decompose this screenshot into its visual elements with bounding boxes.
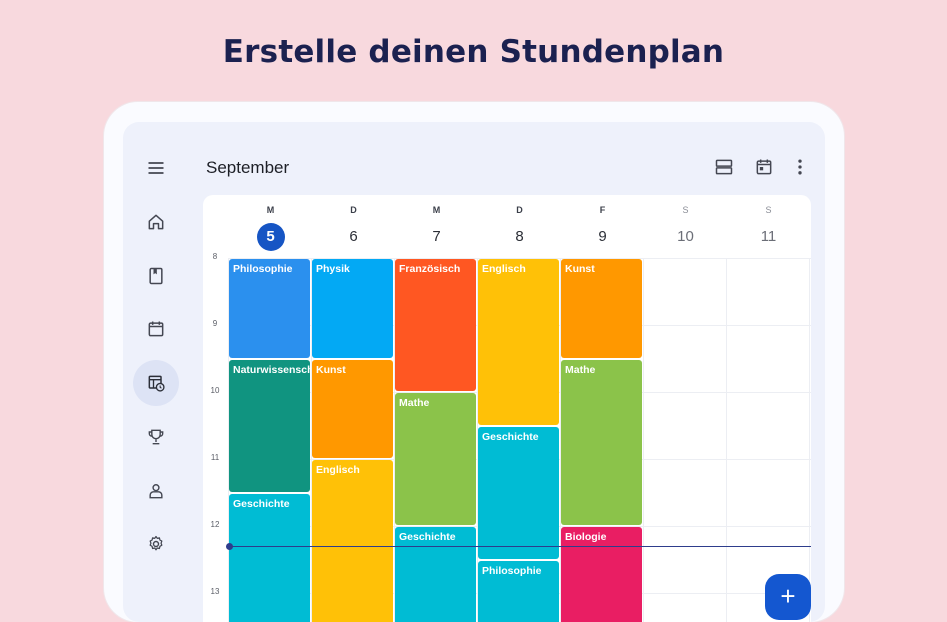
timetable-icon[interactable] xyxy=(133,360,179,406)
lesson-event[interactable]: Physik xyxy=(312,259,393,358)
lesson-event[interactable]: Philosophie xyxy=(229,259,310,358)
view-agenda-icon[interactable] xyxy=(713,156,735,178)
add-lesson-button[interactable]: + xyxy=(765,574,811,620)
hour-label: 12 xyxy=(203,520,227,529)
lesson-event[interactable]: Kunst xyxy=(312,360,393,459)
today-icon[interactable] xyxy=(753,156,775,178)
hour-label: 9 xyxy=(203,319,227,328)
day-letter: S xyxy=(727,205,810,217)
lesson-event[interactable]: Mathe xyxy=(561,360,642,526)
trophy-icon[interactable] xyxy=(133,414,179,460)
day-divider xyxy=(726,258,727,622)
settings-icon[interactable] xyxy=(133,521,179,567)
calendar-icon[interactable] xyxy=(133,306,179,352)
lesson-event[interactable]: Philosophie xyxy=(478,561,559,622)
lesson-event[interactable]: Kunst xyxy=(561,259,642,358)
lesson-event[interactable]: Geschichte xyxy=(229,494,310,622)
day-letter: M xyxy=(229,205,312,217)
lesson-event[interactable]: Biologie xyxy=(561,527,642,622)
day-header[interactable]: S 11 xyxy=(727,205,810,251)
day-divider xyxy=(643,258,644,622)
day-number: 10 xyxy=(672,223,700,251)
lesson-event[interactable]: Englisch xyxy=(312,460,393,622)
teacher-icon[interactable] xyxy=(133,468,179,514)
day-number: 7 xyxy=(423,223,451,251)
day-number: 5 xyxy=(257,223,285,251)
lesson-event[interactable]: Französisch xyxy=(395,259,476,391)
hour-label: 8 xyxy=(203,252,227,261)
day-letter: D xyxy=(478,205,561,217)
more-vert-icon[interactable] xyxy=(789,156,811,178)
lesson-event[interactable]: Geschichte xyxy=(395,527,476,622)
lesson-event[interactable]: Englisch xyxy=(478,259,559,425)
home-icon[interactable] xyxy=(133,199,179,245)
day-number: 11 xyxy=(755,223,783,251)
day-header[interactable]: S 10 xyxy=(644,205,727,251)
hour-label: 11 xyxy=(203,453,227,462)
lesson-event[interactable]: Geschichte xyxy=(478,427,559,559)
day-number: 9 xyxy=(589,223,617,251)
day-number: 6 xyxy=(340,223,368,251)
day-divider xyxy=(809,258,810,622)
hour-label: 10 xyxy=(203,386,227,395)
book-icon[interactable] xyxy=(133,253,179,299)
lesson-event[interactable]: Mathe xyxy=(395,393,476,525)
headline: Erstelle deinen Stundenplan xyxy=(0,34,947,70)
day-letter: S xyxy=(644,205,727,217)
menu-icon[interactable] xyxy=(133,145,179,191)
month-title: September xyxy=(206,158,289,178)
current-time-line xyxy=(229,546,811,547)
day-letter: F xyxy=(561,205,644,217)
lesson-event[interactable]: Naturwissenschaften xyxy=(229,360,310,492)
current-time-dot xyxy=(226,543,233,550)
day-number: 8 xyxy=(506,223,534,251)
day-letter: M xyxy=(395,205,478,217)
day-letter: D xyxy=(312,205,395,217)
